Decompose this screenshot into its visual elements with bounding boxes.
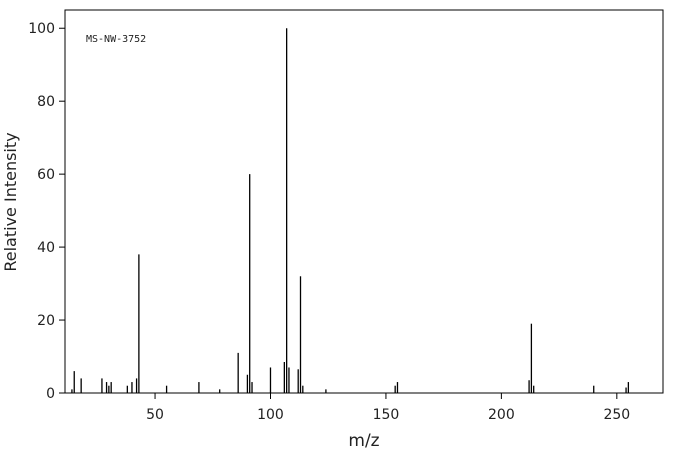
plot-frame (64, 9, 664, 394)
x-tick-label: 200 (488, 407, 515, 423)
y-axis-label: Relative Intensity (1, 132, 20, 271)
x-tick-label: 250 (603, 407, 630, 423)
x-tick-label: 150 (373, 407, 400, 423)
y-tick-label: 0 (46, 386, 55, 402)
y-tick-label: 80 (37, 94, 55, 110)
y-tick-label: 40 (37, 240, 55, 256)
y-tick-label: 100 (28, 21, 55, 37)
x-tick-label: 100 (257, 407, 284, 423)
y-tick-label: 20 (37, 313, 55, 329)
x-tick-label: 50 (146, 407, 164, 423)
y-tick-label: 60 (37, 167, 55, 183)
x-axis-label: m/z (348, 431, 379, 451)
chart-title: MS-NW-3752 (86, 34, 146, 45)
